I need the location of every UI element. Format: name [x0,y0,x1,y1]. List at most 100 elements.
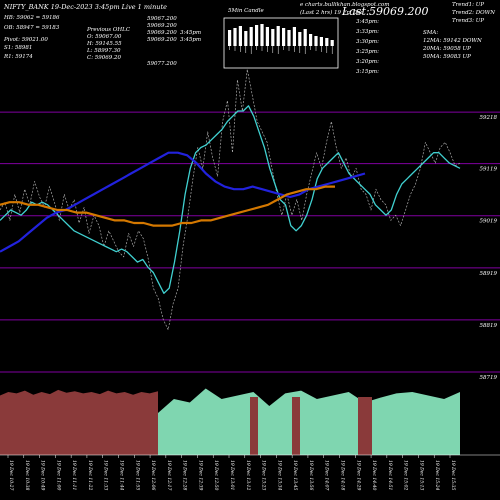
y-tick-label-5: 58719 [480,375,498,381]
candle-line-1: 59067.200 [147,16,177,22]
candle-line-3: 59069.200 [147,30,177,36]
candle-line-5: 59069.200 [147,37,177,43]
volume-panel [0,388,500,456]
time-label-2: 3:33pm: [356,29,379,35]
y-tick-label-0: 59218 [480,115,498,121]
sma12-label: 12MA: 59142 DOWN [423,38,482,44]
mini-candle [314,36,318,46]
volume-area-0 [0,389,158,455]
grid-lines [0,111,500,373]
x-tick-label-14: 19 Dec 13:01 [229,460,235,490]
hb-label: HB: 59062 = 59186 [4,15,60,21]
volume-gap-2 [358,397,372,455]
x-tick-label-13: 19 Dec 12:50 [213,460,219,490]
mini-candle [244,31,248,46]
sma20-label: 20MA: 59058 UP [423,46,471,52]
x-tick-label-6: 19 Dec 11:33 [103,460,109,490]
x-tick-label-3: 19 Dec 11:00 [55,460,61,490]
mini-candle [271,29,275,46]
prev-c-label: C: 59069.20 [87,55,122,61]
volume-gap-0 [250,397,258,455]
mini-candle [282,28,286,46]
x-tick-label-18: 19 Dec 13:45 [292,460,298,490]
candle-box-label: 5Min Candle [228,8,264,14]
mini-candle [249,27,253,46]
sma-title: SMA: [423,30,439,36]
prev-ohlc-label: Previous OHLC [87,27,131,33]
x-tick-label-5: 19 Dec 11:22 [87,460,93,490]
x-tick-label-27: 19 Dec 15:24 [434,460,440,490]
trend2-label: Trend2: DOWN [452,10,496,16]
pivot-label: Pivot: 59021.00 [4,37,48,43]
x-tick-label-21: 19 Dec 14:18 [340,460,346,490]
x-axis-ticks: 19 Dec 10:27 19 Dec 10:38 19 Dec 10:49 19 D… [7,455,456,490]
mini-candle [287,30,291,46]
volume-gap-1 [292,397,300,455]
candle-box-frame [223,17,339,69]
x-tick-label-19: 19 Dec 13:56 [308,460,314,490]
x-tick-label-26: 19 Dec 15:13 [418,460,424,490]
x-tick-label-24: 19 Dec 14:51 [387,460,393,490]
mini-candle [228,30,232,46]
y-axis-ticks: 59218 59119 59019 58919 58819 58719 [480,115,498,381]
slow-ma-line [0,185,335,227]
chart-title: NIFTY_BANK 19-Dec-2023 3:45pm Live 1 min… [4,3,167,11]
x-tick-label-28: 19 Dec 15:35 [450,460,456,490]
x-tick-label-4: 19 Dec 11:11 [71,460,77,490]
mini-candle [276,26,280,46]
x-tick-label-25: 19 Dec 15:02 [403,460,409,490]
y-tick-label-3: 58919 [480,271,498,277]
time-label-6: 3:15pm: [356,69,379,75]
volume-area-1 [158,388,460,455]
site-label: e charts.bullikhan.blogspot.com [300,2,390,8]
trend3-label: Trend3: UP [452,18,485,24]
x-tick-label-23: 19 Dec 14:40 [371,460,377,490]
mini-candle [330,40,334,46]
time-label-3: 3:30pm: [356,39,379,45]
mini-candle [255,25,259,46]
candle-line-6: 3:45pm [180,37,202,43]
last-price-prefix: Last: [342,5,370,18]
x-tick-label-10: 19 Dec 12:17 [166,460,172,490]
legend-time-label: (Last 2 hrs) 19 Fri Dec [300,10,364,16]
prev-h-label: H: 59145.55 [87,41,122,47]
x-tick-label-7: 19 Dec 11:44 [119,460,125,490]
x-tick-label-12: 19 Dec 12:39 [197,460,203,490]
time-label-1: 3:45pm: [356,19,379,25]
ob-label: OB: 58947 = 59183 [4,25,60,31]
mini-candle [260,24,264,46]
x-tick-label-0: 19 Dec 10:27 [8,460,14,490]
fast-ma-line [0,105,461,294]
x-tick-label-20: 19 Dec 14:07 [324,460,330,490]
candle-line-7: 59077.200 [147,61,177,67]
time-label-5: 3:20pm: [356,59,379,65]
mini-candle [292,27,296,46]
r1-label: R1: 59174 [4,54,33,60]
x-tick-label-17: 19 Dec 13:34 [276,460,282,490]
y-tick-label-2: 59019 [480,219,498,225]
x-tick-label-15: 19 Dec 13:12 [245,460,251,490]
mini-candle [298,32,302,46]
mini-candle [265,27,269,46]
candle-box [223,17,339,69]
y-tick-label-4: 58819 [480,323,498,329]
candle-line-2: 59069.200 [147,23,177,29]
series-lines [0,69,461,331]
candle-line-4: 3:45pm [180,30,202,36]
price-line [0,69,461,331]
mini-candle [233,28,237,46]
prev-l-label: L: 58997.30 [87,48,121,54]
mini-candle [238,26,242,46]
x-tick-label-11: 19 Dec 12:28 [182,460,188,490]
mini-candle [325,38,329,46]
x-tick-label-9: 19 Dec 12:06 [150,460,156,490]
x-tick-label-2: 19 Dec 10:49 [40,460,46,490]
y-tick-label-1: 59119 [480,167,498,173]
s1-label: S1: 58981 [4,45,33,51]
x-tick-label-8: 19 Dec 11:55 [134,460,140,490]
trend1-label: Trend1: UP [452,2,485,8]
x-tick-label-22: 19 Dec 14:29 [355,460,361,490]
mini-candle [303,29,307,46]
x-tick-label-16: 19 Dec 13:23 [261,460,267,490]
